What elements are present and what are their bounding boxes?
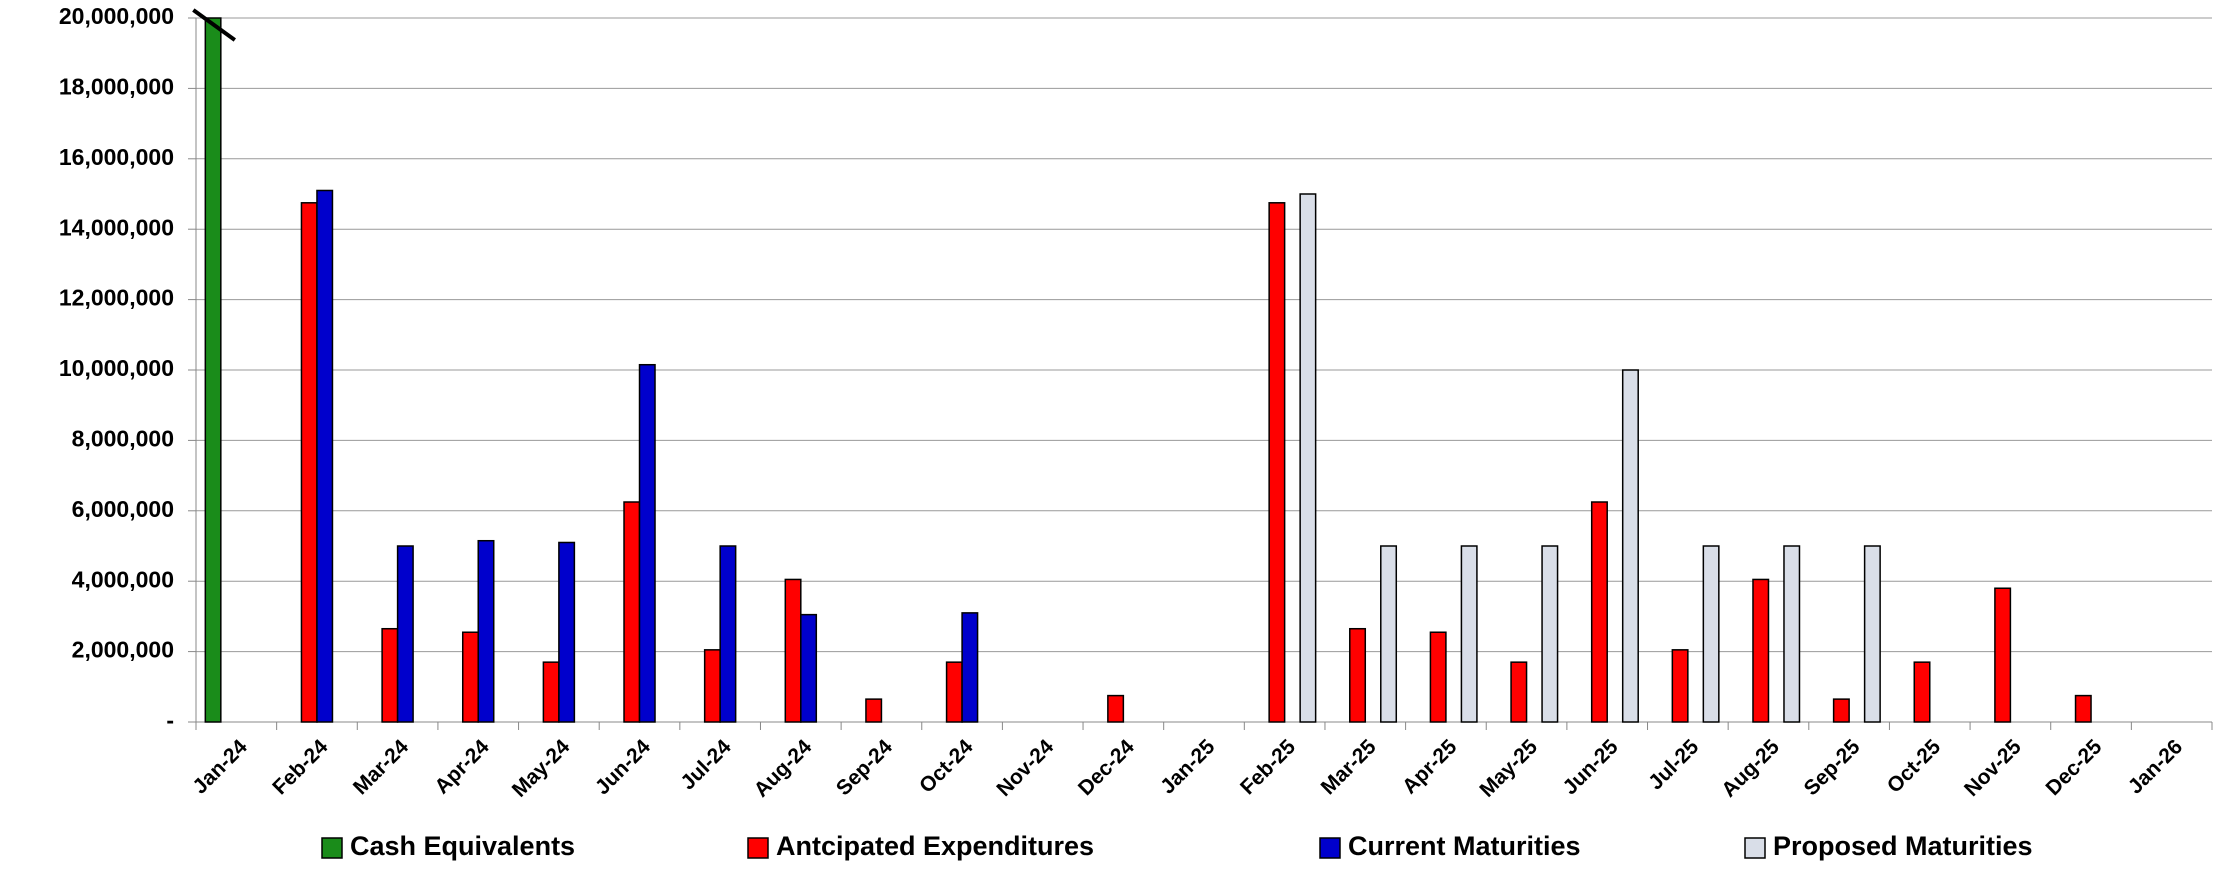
y-tick-label: 4,000,000: [72, 566, 174, 592]
bar: [1621, 369, 1639, 723]
bar: [1702, 545, 1720, 723]
bar: [865, 698, 883, 723]
bar: [204, 17, 222, 723]
bar: [784, 578, 802, 723]
bar: [1832, 698, 1850, 723]
legend-swatch: [321, 837, 343, 859]
bar: [1460, 545, 1478, 723]
bar: [1752, 578, 1770, 723]
bar: [1380, 545, 1398, 723]
bar: [558, 541, 576, 723]
bar: [461, 631, 479, 723]
x-tick-label: Jul-25: [1644, 735, 1703, 794]
y-tick-label: 10,000,000: [59, 355, 174, 381]
x-tick-label: Sep-24: [832, 735, 897, 800]
x-tick-label: Oct-24: [915, 735, 978, 798]
x-tick-label: Feb-24: [268, 735, 332, 799]
x-tick-label: Jan-25: [1156, 735, 1220, 799]
x-tick-label: Jun-24: [591, 735, 655, 799]
bar: [381, 627, 399, 723]
x-tick-label: May-25: [1475, 735, 1542, 802]
bar: [1783, 545, 1801, 723]
x-tick-label: Oct-25: [1883, 735, 1946, 798]
bar: [800, 613, 818, 723]
y-tick-label: -: [166, 707, 174, 733]
bar: [1107, 694, 1125, 723]
bar: [703, 649, 721, 723]
bar: [542, 661, 560, 723]
bar: [1913, 661, 1931, 723]
bar: [2074, 694, 2092, 723]
x-tick-label: Mar-24: [349, 735, 413, 799]
y-tick-label: 14,000,000: [59, 214, 174, 240]
y-tick-label: 8,000,000: [72, 425, 174, 451]
bar: [719, 545, 737, 723]
bar: [1299, 193, 1317, 723]
x-tick-label: Aug-25: [1717, 735, 1784, 802]
y-tick-label: 2,000,000: [72, 637, 174, 663]
bar: [1863, 545, 1881, 723]
y-tick-label: 16,000,000: [59, 144, 174, 170]
legend-swatch: [747, 837, 769, 859]
bar: [623, 501, 641, 723]
axis-break: [192, 8, 236, 42]
y-tick-label: 6,000,000: [72, 496, 174, 522]
bar: [1671, 649, 1689, 723]
x-tick-label: May-24: [508, 735, 575, 802]
bar: [1429, 631, 1447, 723]
legend-label: Proposed Maturities: [1773, 831, 2033, 861]
bar: [638, 363, 656, 723]
bar: [1541, 545, 1559, 723]
bar: [1268, 202, 1286, 723]
x-tick-label: Apr-25: [1398, 735, 1462, 799]
x-tick-label: Jul-24: [676, 735, 735, 794]
x-tick-label: Sep-25: [1800, 735, 1865, 800]
legend-label: Cash Equivalents: [350, 831, 575, 861]
x-tick-label: Jan-26: [2124, 735, 2187, 798]
x-tick-label: Dec-24: [1074, 735, 1139, 800]
bar: [1994, 587, 2012, 723]
bar: [1510, 661, 1528, 723]
x-tick-label: Mar-25: [1317, 735, 1381, 799]
bar: [1590, 501, 1608, 723]
x-tick-label: Jun-25: [1559, 735, 1623, 799]
legend-swatch: [1744, 837, 1766, 859]
y-tick-label: 12,000,000: [59, 285, 174, 311]
x-tick-label: Nov-24: [992, 735, 1058, 801]
x-tick-label: Aug-24: [750, 735, 817, 802]
x-tick-label: Apr-24: [430, 735, 494, 799]
bar: [396, 545, 414, 723]
bar: [477, 539, 495, 723]
x-tick-label: Feb-25: [1236, 735, 1300, 799]
legend-label: Current Maturities: [1348, 831, 1581, 861]
bar: [945, 661, 963, 723]
bar: [961, 612, 979, 723]
legend-label: Antcipated Expenditures: [776, 831, 1094, 861]
x-tick-label: Dec-25: [2042, 735, 2107, 800]
bar: [300, 202, 318, 723]
x-tick-label: Nov-25: [1960, 735, 2026, 801]
y-tick-label: 20,000,000: [59, 3, 174, 29]
legend-swatch: [1319, 837, 1341, 859]
bar: [316, 189, 334, 723]
y-tick-label: 18,000,000: [59, 73, 174, 99]
bar: [1349, 627, 1367, 723]
x-tick-label: Jan-24: [188, 735, 252, 799]
